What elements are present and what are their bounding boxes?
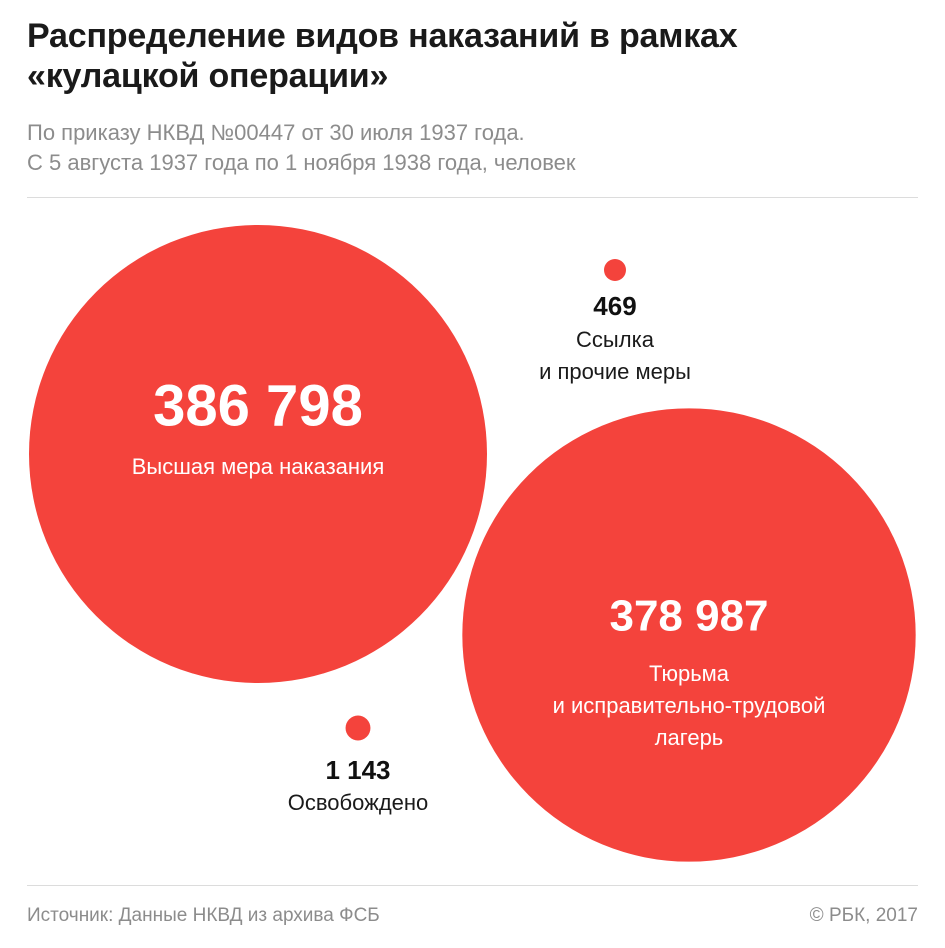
bubble-exile-other xyxy=(604,259,626,281)
chart-title-line-2: «кулацкой операции» xyxy=(27,57,389,95)
bubble-value-exile-other: 469 xyxy=(593,291,636,321)
bubble-prison-camp xyxy=(462,408,916,862)
chart-subtitle-line-1: По приказу НКВД №00447 от 30 июля 1937 г… xyxy=(27,120,525,145)
bubble-label-prison-camp-line-2: и исправительно-трудовой xyxy=(553,693,826,718)
footer-divider xyxy=(27,885,918,886)
bubble-value-execution: 386 798 xyxy=(153,373,363,438)
bubble-label-prison-camp-line-3: лагерь xyxy=(655,725,724,750)
bubble-label-execution-line-1: Высшая мера наказания xyxy=(132,454,385,479)
copyright-note: © РБК, 2017 xyxy=(809,905,918,926)
chart-title-line-1: Распределение видов наказаний в рамках xyxy=(27,17,738,55)
chart-subtitle-line-2: С 5 августа 1937 года по 1 ноября 1938 г… xyxy=(27,150,576,175)
chart-subtitle: По приказу НКВД №00447 от 30 июля 1937 г… xyxy=(27,118,907,178)
bubble-execution xyxy=(29,225,487,683)
bubble-label-released-line-1: Освобождено xyxy=(288,790,429,815)
chart-title: Распределение видов наказаний в рамках «… xyxy=(27,16,907,96)
bubble-released xyxy=(345,715,371,741)
bubble-label-exile-other-line-1: Ссылка xyxy=(576,327,655,352)
header-divider xyxy=(27,197,918,198)
bubble-value-released: 1 143 xyxy=(325,755,390,785)
bubble-label-exile-other-line-2: и прочие меры xyxy=(539,359,691,384)
bubble-label-prison-camp-line-1: Тюрьма xyxy=(649,661,730,686)
source-note: Источник: Данные НКВД из архива ФСБ xyxy=(27,905,380,926)
bubble-value-prison-camp: 378 987 xyxy=(609,592,768,641)
